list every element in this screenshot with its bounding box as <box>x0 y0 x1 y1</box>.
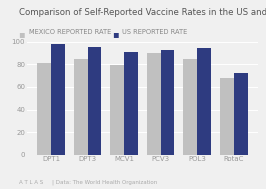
Text: US REPORTED RATE: US REPORTED RATE <box>122 29 188 35</box>
Bar <box>183 59 197 155</box>
Bar <box>74 59 88 155</box>
Bar <box>88 47 101 155</box>
Text: A T L A S     | Data: The World Health Organization: A T L A S | Data: The World Health Organ… <box>19 180 157 185</box>
Bar <box>234 73 247 155</box>
Bar <box>197 48 211 155</box>
Text: MEXICO REPORTED RATE: MEXICO REPORTED RATE <box>29 29 111 35</box>
Text: ▪: ▪ <box>19 29 25 39</box>
Bar <box>110 65 124 155</box>
Bar <box>147 53 161 155</box>
Bar <box>37 63 51 155</box>
Text: ▪: ▪ <box>112 29 118 39</box>
Bar <box>220 78 234 155</box>
Bar <box>51 44 65 155</box>
Bar <box>124 52 138 155</box>
Text: Comparison of Self-Reported Vaccine Rates in the US and Mexico: Comparison of Self-Reported Vaccine Rate… <box>19 8 266 17</box>
Bar <box>161 50 174 155</box>
